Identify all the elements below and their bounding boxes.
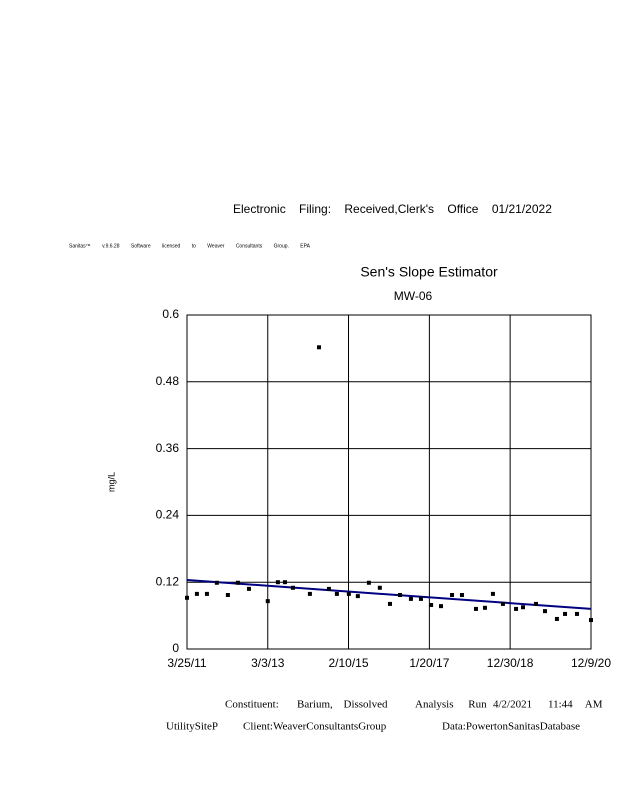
data-point: [589, 618, 593, 623]
site: UtilitySiteP: [166, 721, 218, 733]
data-point: [574, 611, 579, 616]
plot-area: [186, 314, 592, 650]
run-time: 11:44 AM: [548, 699, 603, 711]
data-point: [275, 580, 280, 585]
run-label: Analysis Run: [415, 699, 487, 711]
data-point: [282, 580, 287, 585]
data-point: [235, 580, 240, 585]
data-point: [307, 591, 312, 596]
data-point: [490, 591, 495, 596]
data-point: [346, 591, 351, 596]
data-point: [204, 591, 209, 596]
data-point: [214, 580, 219, 585]
x-tick-label: 1/20/17: [409, 656, 449, 670]
database: Data:PowertonSanitasDatabase: [442, 721, 580, 733]
y-axis-label: mg/L: [106, 472, 116, 492]
data-point: [397, 593, 402, 598]
x-tick-label: 3/25/11: [167, 656, 206, 670]
data-point: [473, 606, 478, 611]
x-tick-label: 12/30/18: [487, 656, 534, 670]
y-tick-label: 0.36: [156, 441, 180, 455]
data-point: [554, 616, 559, 621]
constituent-label: Constituent:: [225, 699, 279, 711]
data-point: [334, 591, 339, 596]
data-point: [542, 609, 547, 614]
data-point: [429, 603, 434, 608]
constituent: Barium, Dissolved: [297, 699, 388, 711]
data-point: [482, 605, 487, 610]
data-point: [366, 580, 371, 585]
data-point: [317, 345, 322, 350]
x-tick-label: 12/9/20: [571, 656, 611, 670]
y-tick-label: 0.6: [162, 307, 179, 321]
y-tick-label: 0: [172, 641, 179, 655]
client: Client:WeaverConsultantsGroup: [243, 721, 387, 733]
data-point: [408, 596, 413, 601]
data-point: [265, 599, 270, 604]
data-point: [563, 611, 568, 616]
data-point: [326, 586, 331, 591]
data-point: [438, 604, 443, 609]
data-point: [290, 585, 295, 590]
data-point: [194, 591, 199, 596]
y-tick-label: 0.12: [156, 574, 180, 588]
data-point: [377, 585, 382, 590]
license-note: Sanitas™ v.9.6.28 Software licensed to W…: [69, 243, 311, 249]
data-point: [521, 605, 526, 610]
x-tick-label: 3/3/13: [251, 656, 285, 670]
data-point: [355, 594, 360, 599]
run-date: 4/2/2021: [493, 699, 532, 711]
y-tick-label: 0.48: [156, 374, 180, 388]
data-point: [459, 593, 464, 598]
trend-line: [186, 578, 592, 610]
data-point: [185, 595, 189, 600]
data-point: [500, 601, 505, 606]
y-tick-label: 0.24: [156, 508, 180, 522]
chart-subtitle: MW-06: [394, 289, 433, 303]
data-point: [225, 593, 230, 598]
data-point: [246, 586, 251, 591]
data-point: [387, 601, 392, 606]
x-tick-label: 2/10/15: [328, 656, 368, 670]
chart-title: Sen's Slope Estimator: [360, 264, 498, 280]
data-point: [418, 596, 423, 601]
data-point: [514, 606, 519, 611]
data-point: [533, 601, 538, 606]
filing-stamp: Electronic Filing: Received,Clerk's Offi…: [233, 202, 552, 216]
data-point: [450, 593, 455, 598]
